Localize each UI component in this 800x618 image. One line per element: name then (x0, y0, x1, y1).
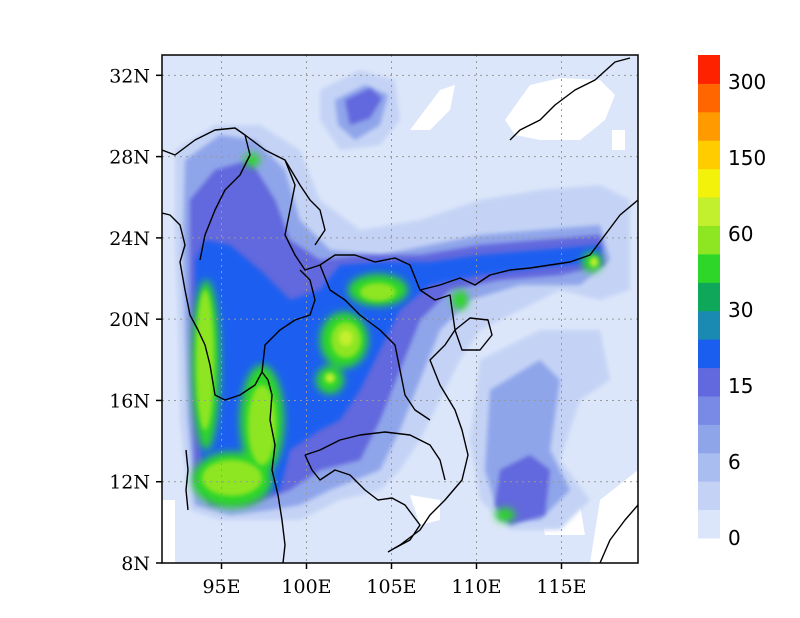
level-lightgreen (196, 283, 396, 496)
rain-cell-lightgreen (202, 460, 262, 496)
y-tick-label: 12N (109, 472, 150, 494)
y-tick-label: 16N (109, 390, 150, 412)
y-tick-label: 24N (109, 228, 150, 250)
colorbar-label: 300 (728, 70, 766, 94)
rain-cell-yellow (590, 257, 598, 267)
coastline-south-china (419, 199, 638, 291)
colorbar-swatch (698, 83, 720, 113)
plot-area (162, 55, 638, 563)
rain-cell-green (495, 508, 515, 522)
no-rain-patch (162, 500, 175, 563)
x-axis: 95E 100E 105E 110E 115E (202, 563, 587, 598)
colorbar-swatch (698, 424, 720, 454)
colorbar-swatch (698, 481, 720, 511)
rain-cell-lightgreen (196, 290, 214, 430)
y-tick-label: 20N (109, 309, 150, 331)
colorbar-swatch (698, 509, 720, 539)
coastline-hainan (454, 317, 493, 351)
colorbar-swatch (698, 168, 720, 198)
coastline-andaman (185, 449, 189, 511)
level-yellow (325, 257, 598, 383)
plot-frame (161, 54, 639, 564)
y-tick-label: 8N (121, 553, 150, 575)
rain-cell-lightgreen (248, 385, 276, 465)
x-tick-label: 100E (281, 576, 331, 598)
colorbar: 0 6 15 30 60 150 300 (698, 55, 766, 550)
rain-cell-yellow (339, 330, 353, 346)
border-china-myanmar (244, 134, 421, 291)
no-rain-patch (612, 130, 625, 150)
border-myanmar-thailand (261, 269, 316, 373)
colorbar-swatch (698, 282, 720, 312)
rain-cell-lightgreen (360, 283, 396, 301)
colorbar-swatch (698, 452, 720, 482)
no-rain-patch (410, 85, 455, 130)
colorbar-swatch (698, 395, 720, 425)
colorbar-swatch (698, 339, 720, 369)
x-tick-label: 95E (202, 576, 240, 598)
y-tick-label: 32N (109, 65, 150, 87)
rain-band-deepblue (195, 240, 600, 500)
colorbar-label: 30 (728, 298, 753, 322)
no-rain-patch (590, 470, 638, 563)
border-tibet (284, 159, 326, 246)
colorbar-label: 150 (728, 146, 766, 170)
border-myanmar-west (162, 127, 251, 261)
coastline-bay-of-bengal (162, 212, 286, 563)
colorbar-label: 6 (728, 450, 741, 474)
colorbar-label: 60 (728, 222, 753, 246)
colorbar-swatch (698, 367, 720, 397)
rain-cell-green (244, 153, 260, 167)
x-tick-label: 115E (536, 576, 586, 598)
colorbar-swatch (698, 197, 720, 226)
colorbar-swatch (698, 253, 720, 283)
border-thailand-cambodia (304, 431, 446, 481)
coastline-east-asia (509, 57, 631, 141)
colorbar-swatch (698, 140, 720, 170)
colorbar-label: 15 (728, 374, 753, 398)
colorbar-swatch (698, 111, 720, 141)
coastline-vietnam (387, 289, 469, 553)
y-tick-label: 28N (109, 147, 150, 169)
rain-band-blue (345, 88, 382, 125)
coastlines (162, 57, 638, 563)
colorbar-swatch (698, 55, 720, 84)
colorbar-label: 0 (728, 526, 741, 550)
rain-band-blue (495, 455, 550, 525)
border-laos (319, 264, 431, 421)
colorbar-swatch (698, 310, 720, 340)
gridlines (162, 55, 638, 563)
x-tick-label: 105E (366, 576, 416, 598)
coastline-gulf-thailand (304, 454, 421, 549)
rain-cell-green (452, 290, 468, 310)
coastline-borneo-tip (599, 504, 638, 563)
rain-cell-yellow (325, 373, 335, 383)
y-axis: 8N 12N 16N 20N 24N 28N 32N (109, 65, 162, 575)
level-deepblue (195, 240, 600, 500)
x-tick-label: 110E (451, 576, 501, 598)
colorbar-swatch (698, 225, 720, 255)
no-rain-patch (410, 495, 440, 525)
